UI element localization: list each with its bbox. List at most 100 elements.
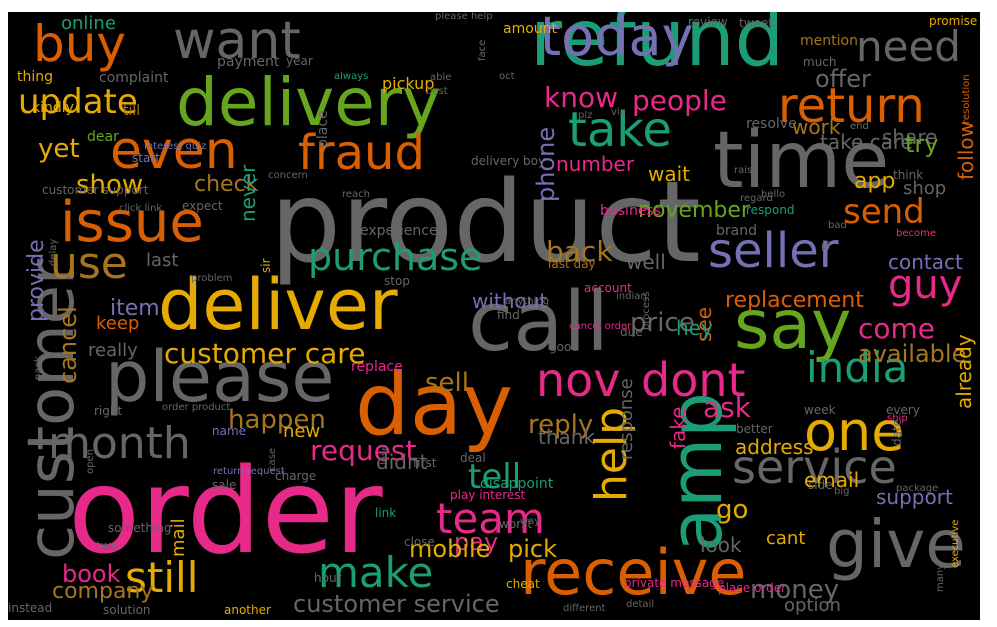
cloud-word: first [413,456,437,470]
cloud-word: close [404,535,435,549]
cloud-word: purchase [308,235,483,279]
cloud-word: private message [624,576,725,590]
cloud-word: oct [499,71,515,82]
cloud-word: last day [548,257,596,271]
cloud-word: provide [24,239,49,322]
cloud-word: side [808,478,833,492]
cloud-word: detail [626,599,655,610]
cloud-word: service [732,440,897,494]
cloud-word: response [616,378,637,460]
cloud-word: concern [268,170,308,181]
cloud-word: delay [48,238,59,266]
cloud-word: team [436,494,545,543]
cloud-word: wait [648,162,691,186]
cloud-word: send [843,192,925,232]
cloud-word: give [826,506,966,583]
cloud-word: dear [87,129,119,145]
cloud-word: many [935,563,946,592]
cloud-word: replace [351,359,403,375]
cloud-word: right [94,404,123,418]
cloud-word: number [556,152,635,176]
cloud-word: raise [734,165,759,176]
cloud-word: look [700,533,742,557]
cloud-word: support [876,485,953,509]
cloud-word: delivery [176,64,442,141]
cloud-word: stop [384,274,410,288]
cloud-word: start [132,151,160,165]
cloud-word: yet [38,134,80,164]
cloud-word: call [468,275,609,370]
cloud-word: didnt [376,450,428,474]
cloud-word: amount [503,21,558,37]
cloud-word: indian [616,291,647,302]
cloud-word: always [334,71,369,82]
cloud-word: offer [815,65,871,93]
cloud-word: shop [903,178,947,199]
cloud-word: order [68,442,383,580]
cloud-word: worst [499,517,533,531]
cloud-word: delivery boy [471,154,546,168]
cloud-word: reply [528,410,594,440]
cloud-word: brand [716,223,757,239]
cloud-word: sell [425,368,469,398]
cloud-word: open [85,449,96,474]
cloud-word: respond [746,203,795,217]
cloud-word: already [952,334,976,409]
cloud-word: new [283,421,321,442]
cloud-word: till [123,103,141,119]
cloud-word: name [212,424,247,438]
cloud-word: buy [33,15,127,73]
cloud-word: company [52,579,154,604]
cloud-word: payment [217,54,280,70]
cloud-word: anything [505,296,550,307]
cloud-word: problem [191,273,233,284]
cloud-word: resolution [961,74,972,124]
cloud-word: process [641,291,652,330]
cloud-word: email [804,468,860,492]
cloud-word: time [713,116,890,206]
cloud-word: something [108,521,172,535]
cloud-word: reach [342,189,371,200]
cloud-word: different [563,603,606,614]
cloud-word: face [477,39,488,61]
cloud-word: item [110,296,160,321]
cloud-word: week [804,403,836,417]
cloud-word: customer care [164,337,366,370]
cloud-word: work [792,115,841,139]
cloud-word: last [146,250,179,271]
cloud-word: well [626,250,666,274]
cloud-word: come [858,312,936,345]
cloud-word: online [61,13,116,34]
cloud-word: kindly [32,100,74,116]
cloud-word: promise [929,14,978,28]
cloud-word: hello [761,189,786,200]
cloud-word: price [630,308,695,338]
cloud-word: never [236,164,260,222]
cloud-word: make [318,548,434,597]
cloud-word: thank [538,425,596,449]
cloud-word: deal [460,451,486,465]
cloud-word: able [430,72,452,83]
cloud-word: expect [182,199,223,213]
cloud-word: find [497,308,520,322]
cloud-word: november [638,198,750,223]
cloud-word: disappoint [480,476,554,492]
cloud-word: update [18,82,138,122]
cloud-word: really [88,340,138,361]
cloud-word: want [173,12,301,71]
word-cloud: product order refund delivery call time day ple… [8,12,980,620]
cloud-word: link [375,506,397,520]
cloud-word: play interest [450,488,526,502]
cloud-word: show [76,170,144,200]
cloud-word: regard [740,193,773,204]
cloud-word: thing [17,69,54,85]
cloud-word: year [286,54,313,68]
cloud-word: day [355,355,514,455]
cloud-word: please [105,336,335,418]
cloud-word: good [549,340,579,354]
cloud-word: place [315,110,331,148]
cloud-word: think [893,168,924,182]
cloud-word: best [426,86,448,97]
cloud-word: review [688,15,728,29]
cloud-word: back [546,235,613,268]
